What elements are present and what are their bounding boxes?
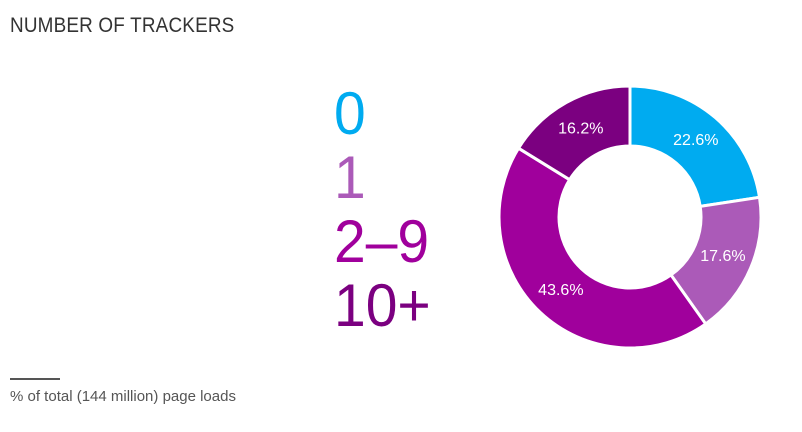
slice-label: 17.6%	[700, 248, 745, 265]
donut-slice	[497, 146, 708, 350]
footnote-rule	[10, 378, 60, 380]
footnote: % of total (144 million) page loads	[10, 388, 236, 405]
slice-label: 16.2%	[558, 120, 603, 137]
legend-item: 1	[334, 144, 366, 211]
legend: 0 1 2–9 10+	[334, 82, 436, 338]
legend-item: 10+	[334, 272, 431, 339]
slice-label: 22.6%	[673, 132, 718, 149]
legend-item: 0	[334, 80, 366, 147]
legend-item: 2–9	[334, 208, 430, 275]
donut-slice	[516, 84, 632, 182]
chart-title: NUMBER OF TRACKERS	[10, 14, 235, 37]
slice-label: 43.6%	[538, 282, 583, 299]
slices	[497, 84, 763, 350]
donut-slice	[628, 84, 762, 209]
slice-labels: 22.6% 17.6% 43.6% 16.2%	[538, 120, 745, 299]
